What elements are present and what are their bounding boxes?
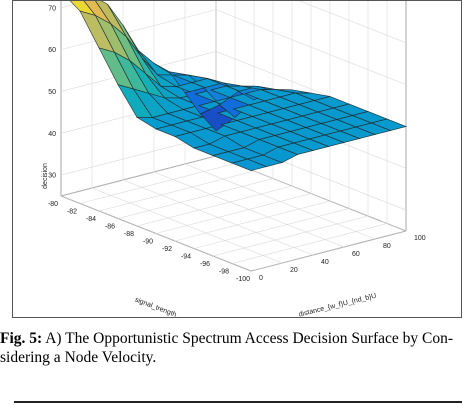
z-tick-label: 30 [48,173,56,180]
x-tick-label: -96 [200,261,210,268]
separator-rule [14,401,462,403]
x-gridline [174,1,331,242]
x-gridline [193,1,350,249]
x-gridline [117,1,274,219]
x-tick-label: -92 [162,246,172,253]
caption-text: A) The Opportunistic Spectrum Access Dec… [42,330,453,347]
x-tick-label: -82 [67,209,77,216]
x-gridline [231,1,388,264]
y-axis-label: distance_{w_f}U_{nd_b}U [298,292,377,318]
y-tick-label: 100 [414,235,426,242]
x-tick-label: -86 [105,224,115,231]
z-axis-label: decision [42,163,49,189]
caption-label: Fig. 5: [0,330,43,347]
figure-frame: -80 -82 -84 -86 -88 -90 -92 -94 -96 -98 -100 0 20 40 6… [12,0,462,319]
x-gridline [155,1,312,234]
surface-cell [370,118,408,131]
caption-text-continued: sidering a Node Velocity. [0,349,157,366]
y-tick-label: 0 [259,275,263,282]
z-tick-label: 70 [48,5,56,12]
x-tick-label: -90 [143,239,153,246]
tick-labels: -80 -82 -84 -86 -88 -90 -92 -94 -96 -98 -100 0 20 40 6… [48,5,426,283]
y-tick-label: 40 [321,259,329,266]
x-gridline [212,1,369,257]
x-axis-label: signal_trength [134,296,178,318]
surface-plot: -80 -82 -84 -86 -88 -90 -92 -94 -96 -98 -100 0 20 40 6… [42,1,426,319]
x-tick-label: -94 [181,254,191,261]
x-gridline [250,1,407,272]
y-tick-label: 80 [383,243,391,250]
z-gridline [60,1,407,44]
z-tick-label: 60 [48,47,56,54]
figure-caption: Fig. 5: A) The Opportunistic Spectrum Ac… [0,329,474,367]
x-gridline [136,1,293,227]
z-tick-label: 50 [48,89,56,96]
y-tick-label: 20 [290,267,298,274]
y-tick-label: 60 [352,251,360,258]
x-tick-label: -100 [236,276,250,283]
x-tick-label: -80 [48,201,58,208]
x-tick-label: -88 [124,231,134,238]
surface-mesh [69,1,408,171]
x-gridline [98,1,255,212]
x-tick-label: -98 [219,269,229,276]
x-tick-label: -84 [86,216,96,223]
z-tick-label: 40 [48,131,56,138]
